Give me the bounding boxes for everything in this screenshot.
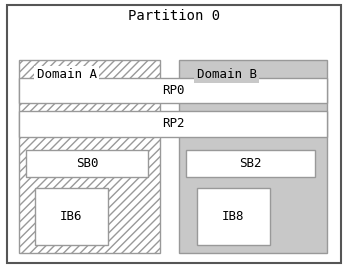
Bar	[19, 111, 327, 137]
Text: SB0: SB0	[76, 157, 98, 170]
Bar	[26, 150, 148, 177]
Text: SB2: SB2	[239, 157, 262, 170]
Text: IB8: IB8	[222, 210, 244, 223]
Text: RP0: RP0	[162, 84, 184, 97]
Bar	[19, 78, 327, 103]
Text: RP2: RP2	[162, 117, 184, 131]
Text: Domain A: Domain A	[37, 68, 96, 81]
Bar	[19, 60, 160, 253]
Text: Domain B: Domain B	[197, 68, 256, 81]
Text: IB6: IB6	[60, 210, 82, 223]
Bar	[179, 60, 327, 253]
Text: Partition 0: Partition 0	[128, 9, 220, 23]
Bar	[186, 150, 315, 177]
Bar	[197, 188, 270, 245]
Bar	[35, 188, 108, 245]
